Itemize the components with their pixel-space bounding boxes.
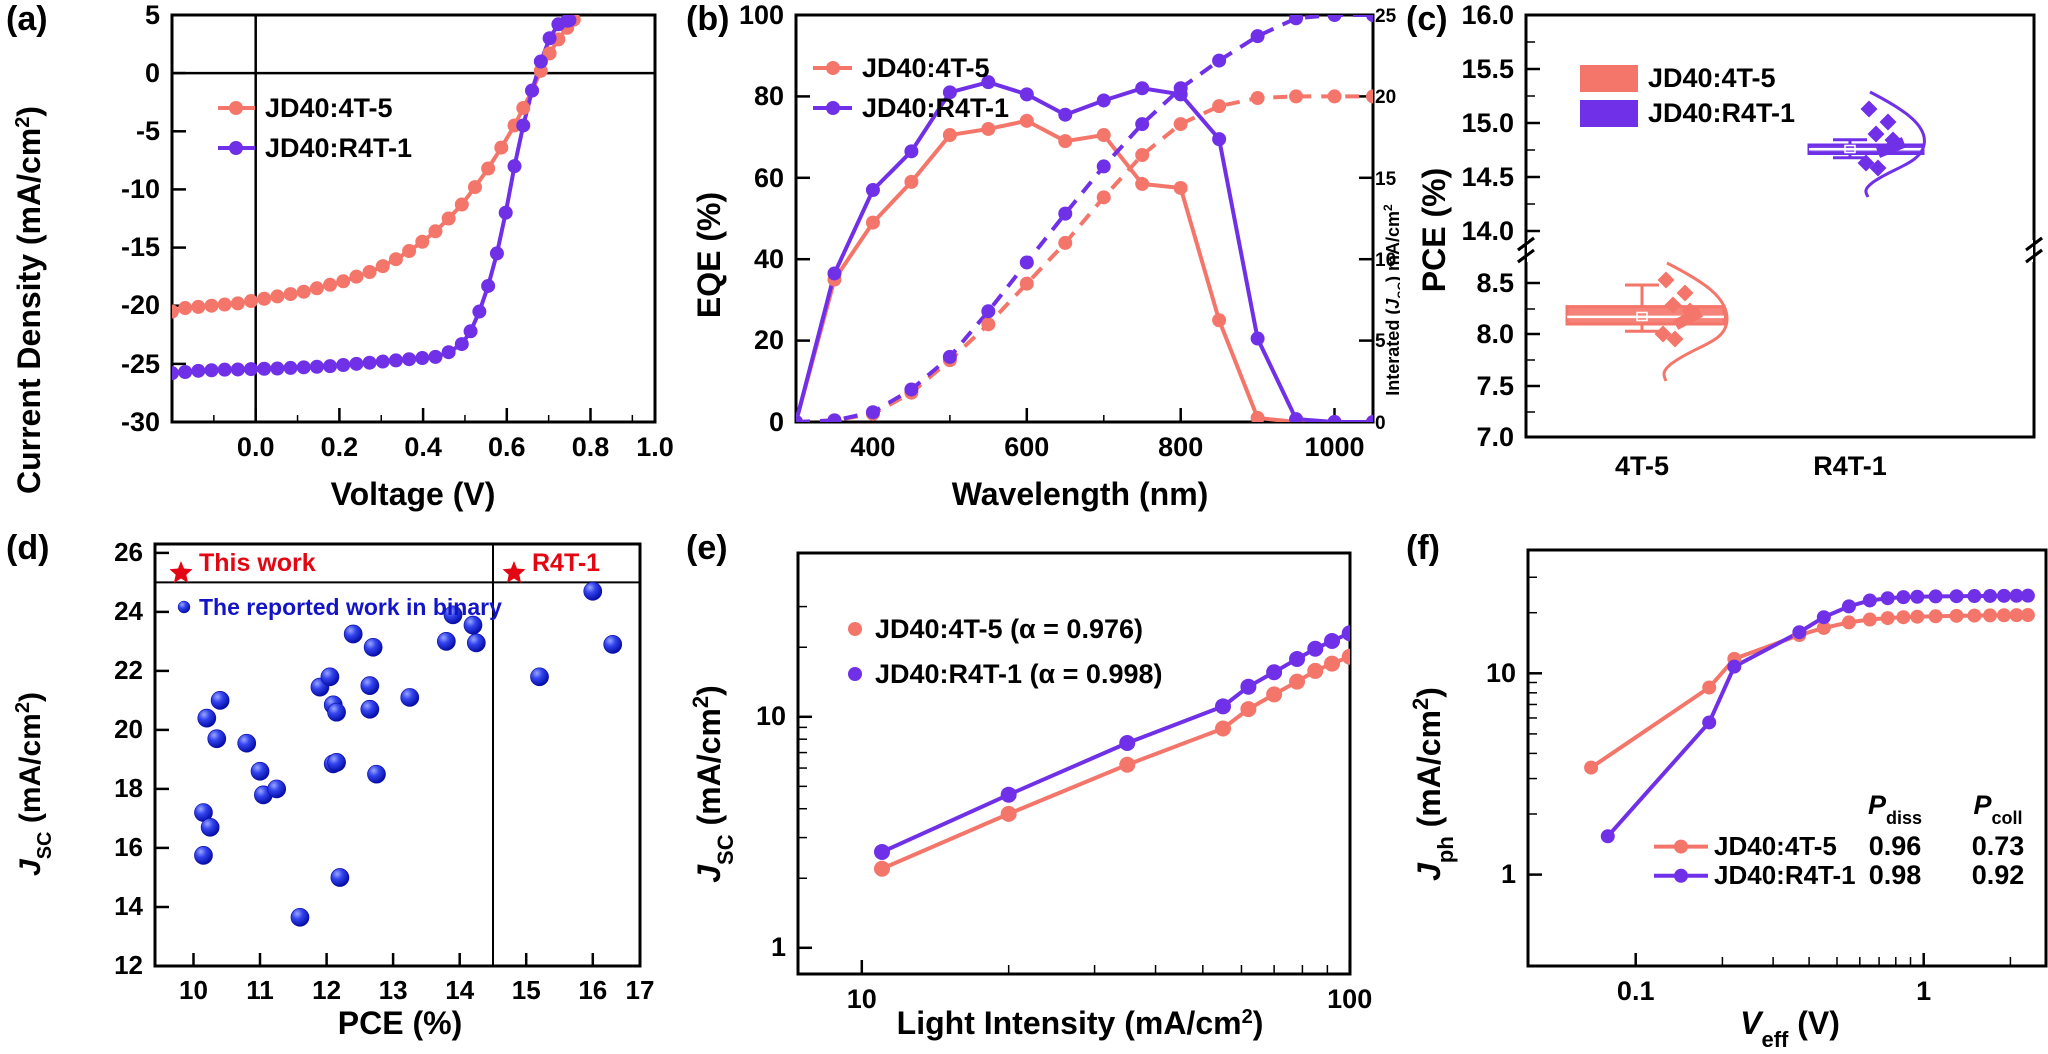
svg-text:1: 1 [1916,976,1931,1006]
svg-text:PCE (%): PCE (%) [338,1005,462,1041]
svg-text:0.73: 0.73 [1972,831,2025,861]
svg-text:11: 11 [246,975,274,1005]
svg-text:-15: -15 [121,232,160,262]
svg-text:Interated (JSC) mA/cm2: Interated (JSC) mA/cm2 [1381,204,1400,396]
svg-text:Pdiss: Pdiss [1868,790,1922,828]
svg-text:7.5: 7.5 [1476,371,1514,401]
svg-text:JSC (mA/cm2): JSC (mA/cm2) [688,685,738,883]
svg-text:15.0: 15.0 [1461,108,1514,138]
svg-text:16: 16 [578,975,607,1005]
svg-text:-25: -25 [121,349,160,379]
svg-text:0.98: 0.98 [1869,860,1922,890]
svg-text:Pcoll: Pcoll [1973,790,2022,828]
svg-text:The reported work in binary: The reported work in binary [199,594,502,620]
svg-text:20: 20 [114,714,143,744]
svg-text:EQE (%): EQE (%) [691,192,727,318]
svg-text:-20: -20 [121,290,160,320]
svg-text:10: 10 [847,984,877,1014]
svg-text:JD40:4T-5: JD40:4T-5 [265,93,393,123]
svg-text:0: 0 [145,58,160,88]
svg-text:0.0: 0.0 [237,432,275,462]
svg-text:PCE (%): PCE (%) [1416,168,1452,292]
svg-text:0.96: 0.96 [1869,831,1922,861]
svg-text:15: 15 [1375,169,1397,190]
svg-text:Wavelength (nm): Wavelength (nm) [952,476,1209,512]
svg-text:17: 17 [626,975,655,1005]
svg-text:Light Intensity (mA/cm2): Light Intensity (mA/cm2) [897,1005,1264,1041]
svg-text:0: 0 [1375,413,1386,434]
svg-text:4T-5: 4T-5 [1615,451,1669,481]
svg-text:14: 14 [114,891,143,921]
svg-text:26: 26 [114,537,143,567]
svg-text:8.0: 8.0 [1476,319,1514,349]
svg-text:10: 10 [756,701,786,731]
svg-text:1.0: 1.0 [636,432,674,462]
svg-text:JD40:R4T-1: JD40:R4T-1 [862,93,1009,123]
svg-text:20: 20 [1375,87,1396,108]
svg-text:100: 100 [739,0,784,30]
svg-text:Veff (V): Veff (V) [1740,1005,1840,1049]
svg-text:16: 16 [114,832,143,862]
svg-text:12: 12 [114,950,143,980]
svg-text:-10: -10 [121,174,160,204]
svg-text:100: 100 [1327,984,1372,1014]
svg-text:JD40:R4T-1: JD40:R4T-1 [1648,98,1795,128]
svg-text:R4T-1: R4T-1 [532,549,600,577]
svg-text:80: 80 [754,81,784,111]
svg-text:0.1: 0.1 [1617,976,1655,1006]
svg-text:15.5: 15.5 [1461,54,1514,84]
svg-text:JD40:R4T-1 (α = 0.998): JD40:R4T-1 (α = 0.998) [875,659,1162,689]
svg-text:40: 40 [754,244,784,274]
svg-text:R4T-1: R4T-1 [1813,451,1887,481]
svg-text:1: 1 [1501,859,1516,889]
svg-text:0: 0 [769,407,784,437]
svg-text:Jph (mA/cm2): Jph (mA/cm2) [1408,687,1458,881]
svg-text:14: 14 [445,975,474,1005]
svg-text:14.0: 14.0 [1461,216,1514,246]
svg-text:-5: -5 [136,116,160,146]
svg-text:8.5: 8.5 [1476,268,1514,298]
svg-text:This work: This work [199,549,316,577]
svg-text:JD40:4T-5 (α = 0.976): JD40:4T-5 (α = 0.976) [875,614,1143,644]
svg-text:JD40:4T-5: JD40:4T-5 [1648,63,1776,93]
svg-text:18: 18 [114,773,143,803]
svg-text:12: 12 [312,975,341,1005]
svg-text:22: 22 [114,655,143,685]
svg-text:0.2: 0.2 [321,432,359,462]
svg-text:24: 24 [114,596,143,626]
svg-text:0.4: 0.4 [404,432,442,462]
svg-text:1: 1 [771,932,786,962]
svg-text:JD40:4T-5: JD40:4T-5 [862,53,990,83]
svg-text:0.8: 0.8 [572,432,610,462]
svg-text:JD40:R4T-1: JD40:R4T-1 [265,133,412,163]
svg-text:25: 25 [1375,6,1397,27]
svg-text:JD40:4T-5: JD40:4T-5 [1714,831,1837,861]
svg-text:Current Density (mA/cm2): Current Density (mA/cm2) [11,106,47,494]
svg-text:0.92: 0.92 [1972,860,2025,890]
svg-text:5: 5 [145,0,160,30]
svg-text:10: 10 [1486,658,1516,688]
svg-text:-30: -30 [121,407,160,437]
svg-text:10: 10 [179,975,208,1005]
svg-text:13: 13 [379,975,408,1005]
svg-text:7.0: 7.0 [1476,422,1514,452]
svg-text:400: 400 [850,432,895,462]
svg-text:600: 600 [1004,432,1049,462]
svg-text:1000: 1000 [1304,432,1364,462]
svg-text:JSC (mA/cm2): JSC (mA/cm2) [12,692,56,876]
svg-text:Voltage (V): Voltage (V) [331,476,496,512]
svg-text:20: 20 [754,325,784,355]
svg-text:JD40:R4T-1: JD40:R4T-1 [1714,860,1856,890]
svg-text:14.5: 14.5 [1461,162,1514,192]
svg-text:60: 60 [754,163,784,193]
svg-text:0.6: 0.6 [488,432,526,462]
svg-text:800: 800 [1158,432,1203,462]
svg-text:16.0: 16.0 [1461,0,1514,30]
svg-text:15: 15 [512,975,541,1005]
